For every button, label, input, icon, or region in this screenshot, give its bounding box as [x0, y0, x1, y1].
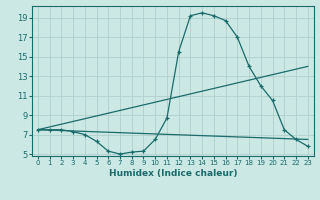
X-axis label: Humidex (Indice chaleur): Humidex (Indice chaleur): [108, 169, 237, 178]
